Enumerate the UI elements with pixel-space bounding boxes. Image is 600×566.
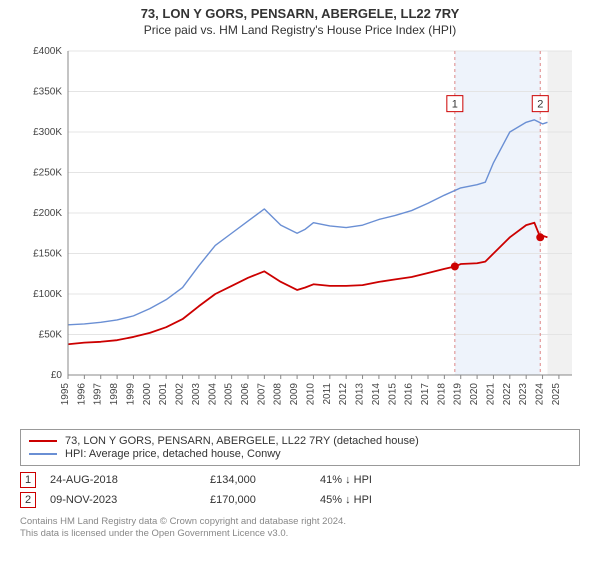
svg-text:2017: 2017 bbox=[420, 383, 431, 406]
svg-text:2021: 2021 bbox=[485, 383, 496, 406]
footnote-line: Contains HM Land Registry data © Crown c… bbox=[20, 516, 580, 528]
legend-row: HPI: Average price, detached house, Conw… bbox=[29, 448, 571, 460]
sale-price: £134,000 bbox=[210, 474, 320, 486]
svg-text:£400K: £400K bbox=[33, 46, 62, 57]
legend-label: HPI: Average price, detached house, Conw… bbox=[65, 448, 281, 460]
sales-row: 2 09-NOV-2023 £170,000 45% ↓ HPI bbox=[20, 490, 580, 510]
page-title: 73, LON Y GORS, PENSARN, ABERGELE, LL22 … bbox=[0, 6, 600, 21]
legend-row: 73, LON Y GORS, PENSARN, ABERGELE, LL22 … bbox=[29, 435, 571, 447]
page-subtitle: Price paid vs. HM Land Registry's House … bbox=[0, 23, 600, 37]
legend: 73, LON Y GORS, PENSARN, ABERGELE, LL22 … bbox=[20, 429, 580, 466]
svg-text:2000: 2000 bbox=[142, 383, 153, 406]
svg-text:2009: 2009 bbox=[289, 383, 300, 406]
svg-text:£300K: £300K bbox=[33, 127, 62, 138]
sale-date: 24-AUG-2018 bbox=[50, 474, 210, 486]
svg-text:1998: 1998 bbox=[109, 383, 120, 406]
svg-text:£350K: £350K bbox=[33, 87, 62, 98]
svg-text:2006: 2006 bbox=[240, 383, 251, 406]
svg-text:2005: 2005 bbox=[224, 383, 235, 406]
legend-swatch-hpi bbox=[29, 453, 57, 455]
svg-text:2: 2 bbox=[537, 99, 543, 111]
svg-text:2010: 2010 bbox=[305, 383, 316, 406]
svg-text:2002: 2002 bbox=[175, 383, 186, 406]
svg-text:2001: 2001 bbox=[158, 383, 169, 406]
svg-text:2025: 2025 bbox=[551, 383, 562, 406]
svg-text:2015: 2015 bbox=[387, 383, 398, 406]
svg-text:£0: £0 bbox=[51, 370, 63, 381]
svg-text:2020: 2020 bbox=[469, 383, 480, 406]
sale-marker-1: 1 bbox=[20, 472, 36, 488]
sales-table: 1 24-AUG-2018 £134,000 41% ↓ HPI 2 09-NO… bbox=[20, 470, 580, 510]
svg-text:2012: 2012 bbox=[338, 383, 349, 406]
svg-text:1997: 1997 bbox=[93, 383, 104, 406]
svg-text:£100K: £100K bbox=[33, 289, 62, 300]
svg-text:2008: 2008 bbox=[273, 383, 284, 406]
svg-text:1: 1 bbox=[452, 99, 458, 111]
svg-text:2022: 2022 bbox=[502, 383, 513, 406]
price-chart: £0 £50K £100K £150K £200K £250K £300K £350K £400… bbox=[20, 43, 580, 423]
svg-text:2024: 2024 bbox=[535, 383, 546, 406]
svg-text:£50K: £50K bbox=[39, 330, 63, 341]
svg-text:2011: 2011 bbox=[322, 383, 333, 405]
svg-text:£250K: £250K bbox=[33, 168, 62, 179]
svg-text:2003: 2003 bbox=[191, 383, 202, 406]
svg-text:2016: 2016 bbox=[404, 383, 415, 406]
legend-label: 73, LON Y GORS, PENSARN, ABERGELE, LL22 … bbox=[65, 435, 419, 447]
svg-text:1999: 1999 bbox=[125, 383, 136, 406]
sale-date: 09-NOV-2023 bbox=[50, 494, 210, 506]
legend-swatch-property bbox=[29, 440, 57, 442]
footnote: Contains HM Land Registry data © Crown c… bbox=[20, 516, 580, 540]
svg-text:1996: 1996 bbox=[76, 383, 87, 406]
svg-text:£200K: £200K bbox=[33, 208, 62, 219]
sales-row: 1 24-AUG-2018 £134,000 41% ↓ HPI bbox=[20, 470, 580, 490]
svg-text:2013: 2013 bbox=[355, 383, 366, 406]
svg-text:2004: 2004 bbox=[207, 383, 218, 406]
sale-marker-2: 2 bbox=[20, 492, 36, 508]
svg-text:2007: 2007 bbox=[256, 383, 267, 406]
svg-text:2018: 2018 bbox=[436, 383, 447, 406]
svg-text:2014: 2014 bbox=[371, 383, 382, 406]
sale-price: £170,000 bbox=[210, 494, 320, 506]
svg-text:2023: 2023 bbox=[518, 383, 529, 406]
sale-hpi: 45% ↓ HPI bbox=[320, 494, 430, 506]
sale-hpi: 41% ↓ HPI bbox=[320, 474, 430, 486]
svg-text:1995: 1995 bbox=[60, 383, 71, 406]
footnote-line: This data is licensed under the Open Gov… bbox=[20, 528, 580, 540]
svg-text:2019: 2019 bbox=[453, 383, 464, 406]
svg-text:£150K: £150K bbox=[33, 249, 62, 260]
